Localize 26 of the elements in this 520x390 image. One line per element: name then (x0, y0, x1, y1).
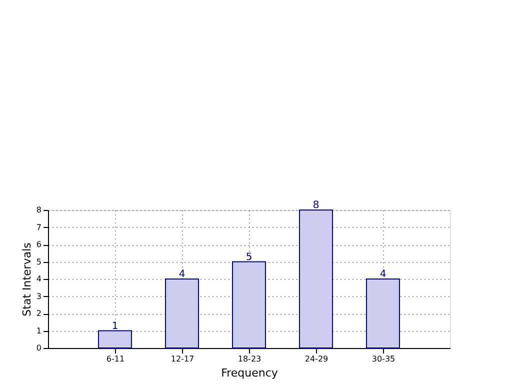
y-tick-label: 4 (36, 274, 42, 284)
data-label: 4 (178, 269, 186, 280)
data-label: 1 (112, 320, 118, 332)
x-tick-label: 12-17 (170, 354, 194, 364)
x-tick-label: 30-35 (372, 354, 396, 364)
y-tick-label: 5 (36, 257, 42, 266)
y-tick-label: 7 (36, 222, 42, 232)
y-tick-label: 0 (36, 344, 42, 352)
y-tick-label: 6 (36, 240, 42, 249)
bar (299, 210, 333, 348)
x-tick-label: 6-11 (106, 354, 125, 364)
x-tick-label: 18-23 (238, 354, 262, 364)
x-tick-label: 24-29 (304, 354, 328, 364)
bar (232, 261, 266, 348)
y-tick-label: 8 (36, 206, 42, 214)
bar (366, 278, 400, 348)
y-axis-title: Stat Intervals (20, 242, 34, 316)
data-label: 4 (380, 269, 386, 280)
bar (165, 278, 199, 348)
x-axis-title: Frequency (221, 366, 278, 380)
data-label: 5 (246, 252, 252, 263)
y-tick-label: 2 (36, 309, 42, 318)
bar (98, 330, 132, 348)
data-label: 8 (312, 200, 320, 211)
y-tick-label: 1 (36, 326, 42, 336)
y-tick-label: 3 (36, 292, 42, 301)
